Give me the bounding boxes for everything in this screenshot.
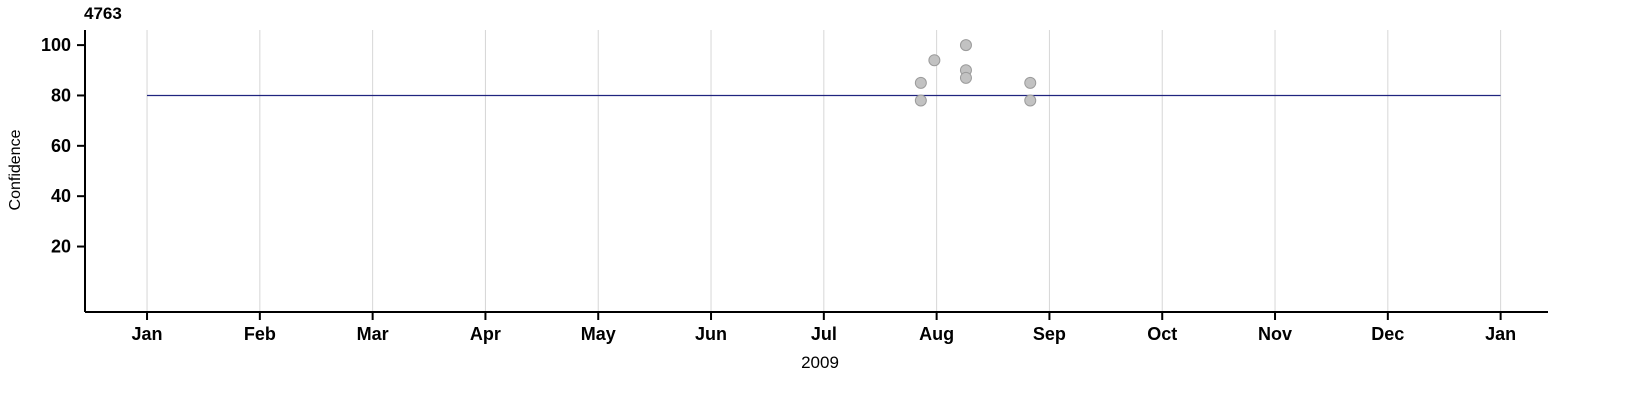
x-tick-label: Jul: [811, 324, 837, 344]
data-point: [959, 39, 972, 52]
x-tick-label: Apr: [470, 324, 501, 344]
x-axis-label: 2009: [801, 353, 839, 372]
x-tick-label: Oct: [1147, 324, 1177, 344]
x-tick-label: May: [581, 324, 616, 344]
data-point: [914, 76, 927, 89]
y-tick-label: 60: [51, 136, 71, 156]
y-tick-label: 40: [51, 186, 71, 206]
x-tick-label: Jan: [132, 324, 163, 344]
y-axis-label: Confidence: [7, 129, 24, 211]
data-point: [1024, 76, 1037, 89]
y-tick-label: 100: [41, 35, 71, 55]
y-tick-label: 80: [51, 85, 71, 105]
x-tick-label: Jan: [1485, 324, 1516, 344]
chart-title: 4763: [84, 4, 122, 23]
x-tick-label: Feb: [244, 324, 276, 344]
x-tick-label: Nov: [1258, 324, 1292, 344]
data-point: [928, 54, 941, 67]
x-tick-label: Mar: [357, 324, 389, 344]
x-tick-label: Dec: [1371, 324, 1404, 344]
data-point: [914, 94, 927, 107]
x-tick-label: Jun: [695, 324, 727, 344]
y-tick-label: 20: [51, 237, 71, 257]
x-tick-label: Aug: [919, 324, 954, 344]
data-point: [1024, 94, 1037, 107]
x-tick-label: Sep: [1033, 324, 1066, 344]
data-point: [959, 71, 972, 84]
